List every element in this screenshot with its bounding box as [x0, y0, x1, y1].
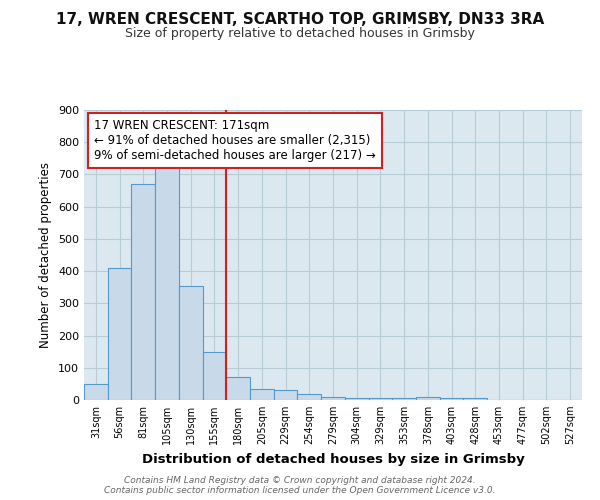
Y-axis label: Number of detached properties: Number of detached properties [40, 162, 52, 348]
Bar [84, 384, 108, 400]
Bar [131, 184, 155, 400]
Bar [274, 390, 298, 400]
Text: 17, WREN CRESCENT, SCARTHO TOP, GRIMSBY, DN33 3RA: 17, WREN CRESCENT, SCARTHO TOP, GRIMSBY,… [56, 12, 544, 28]
Text: Contains HM Land Registry data © Crown copyright and database right 2024.
Contai: Contains HM Land Registry data © Crown c… [104, 476, 496, 495]
Bar [416, 398, 440, 400]
Bar [226, 378, 250, 400]
Bar [440, 398, 463, 400]
X-axis label: Distribution of detached houses by size in Grimsby: Distribution of detached houses by size … [142, 452, 524, 466]
Bar [321, 397, 345, 400]
Bar [392, 398, 416, 400]
Bar [345, 398, 368, 400]
Bar [463, 398, 487, 400]
Bar [108, 268, 131, 400]
Bar [179, 286, 203, 400]
Text: 17 WREN CRESCENT: 171sqm
← 91% of detached houses are smaller (2,315)
9% of semi: 17 WREN CRESCENT: 171sqm ← 91% of detach… [94, 118, 376, 162]
Bar [368, 398, 392, 400]
Bar [298, 394, 321, 400]
Bar [155, 158, 179, 400]
Text: Size of property relative to detached houses in Grimsby: Size of property relative to detached ho… [125, 28, 475, 40]
Bar [250, 388, 274, 400]
Bar [203, 352, 226, 400]
